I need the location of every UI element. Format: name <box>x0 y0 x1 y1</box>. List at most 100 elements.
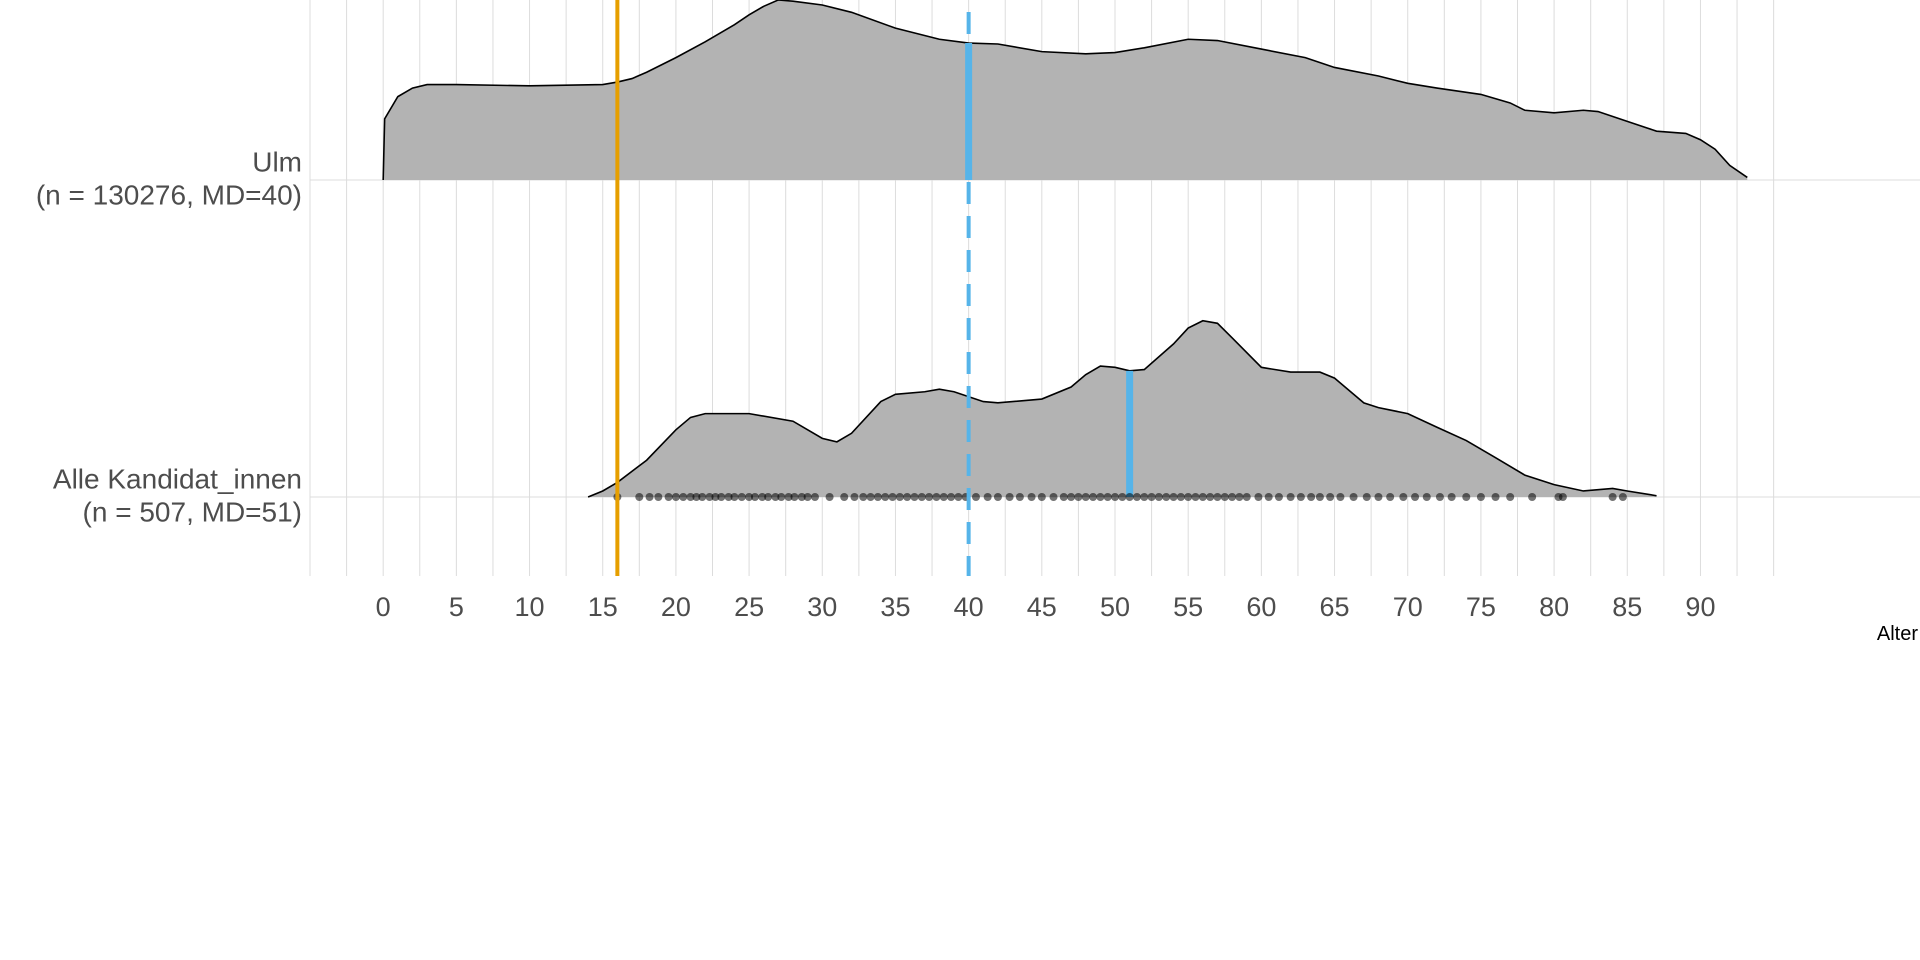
data-point <box>717 493 726 501</box>
data-point <box>1558 493 1567 501</box>
data-point <box>737 493 746 501</box>
data-point <box>1326 493 1335 501</box>
data-point <box>910 493 919 501</box>
data-point <box>758 493 767 501</box>
data-point <box>1315 493 1324 501</box>
data-point <box>859 493 868 501</box>
data-point <box>777 493 786 501</box>
data-point <box>711 493 720 501</box>
data-point <box>730 493 739 501</box>
data-point <box>866 493 875 501</box>
data-point <box>1005 493 1014 501</box>
data-point <box>1111 493 1119 501</box>
data-point <box>810 493 819 501</box>
data-point <box>1349 493 1358 501</box>
data-point <box>1059 493 1068 501</box>
data-point <box>1027 493 1036 501</box>
data-point <box>1096 493 1105 501</box>
x-axis-label: Alter <box>1877 623 1918 645</box>
data-point <box>881 493 890 501</box>
density-area <box>588 320 1657 497</box>
data-point <box>917 493 926 501</box>
data-point <box>705 493 714 501</box>
data-point <box>745 493 754 501</box>
data-point <box>1462 493 1471 501</box>
data-point <box>1067 493 1076 501</box>
ridge-label: (n = 130276, MD=40) <box>36 179 302 210</box>
x-tick-label: 25 <box>734 592 764 622</box>
data-point <box>1618 493 1627 501</box>
data-point <box>903 493 912 501</box>
data-point <box>750 493 759 501</box>
data-point <box>1296 493 1305 501</box>
data-point <box>1435 493 1444 501</box>
data-point <box>1506 493 1515 501</box>
data-point <box>1228 493 1237 501</box>
data-point <box>1422 493 1431 501</box>
data-point <box>1307 493 1316 501</box>
x-tick-label: 50 <box>1100 592 1130 622</box>
data-point <box>850 493 859 501</box>
data-point <box>1476 493 1485 501</box>
data-point <box>1184 493 1193 501</box>
data-point <box>947 493 956 501</box>
x-tick-label: 65 <box>1320 592 1350 622</box>
data-point <box>1254 493 1263 501</box>
data-point <box>1118 493 1127 501</box>
data-point <box>1162 493 1171 501</box>
data-point <box>1074 493 1083 501</box>
density-area <box>383 0 1748 180</box>
data-point <box>1374 493 1383 501</box>
data-point <box>664 493 673 501</box>
data-point <box>1362 493 1371 501</box>
ridge-label: Alle Kandidat_innen <box>53 463 302 494</box>
data-point <box>1081 493 1090 501</box>
data-point <box>1274 493 1283 501</box>
data-point <box>971 493 980 501</box>
data-point <box>1176 493 1185 501</box>
data-point <box>1235 493 1244 501</box>
data-point <box>932 493 941 501</box>
data-point <box>1037 493 1046 501</box>
data-point <box>993 493 1002 501</box>
data-point <box>671 493 680 501</box>
data-point <box>1125 493 1134 501</box>
x-tick-label: 5 <box>449 592 464 622</box>
x-tick-label: 45 <box>1027 592 1057 622</box>
data-point <box>1213 493 1222 501</box>
data-point <box>925 493 934 501</box>
data-point <box>797 493 806 501</box>
data-point <box>1206 493 1215 501</box>
x-tick-label: 85 <box>1612 592 1642 622</box>
data-point <box>825 493 834 501</box>
data-point <box>1386 493 1395 501</box>
x-tick-label: 75 <box>1466 592 1496 622</box>
data-point <box>888 493 897 501</box>
data-point <box>803 493 812 501</box>
density-line <box>587 319 1657 498</box>
data-point <box>1411 493 1420 501</box>
data-point <box>679 493 688 501</box>
x-tick-label: 60 <box>1246 592 1276 622</box>
x-tick-label: 20 <box>661 592 691 622</box>
data-point <box>1399 493 1408 501</box>
data-point <box>1049 493 1058 501</box>
data-point <box>873 493 882 501</box>
x-tick-label: 15 <box>588 592 618 622</box>
data-point <box>724 493 733 501</box>
data-point <box>1491 493 1500 501</box>
data-point <box>1198 493 1207 501</box>
x-tick-label: 90 <box>1685 592 1715 622</box>
data-point <box>1447 493 1456 501</box>
data-point <box>840 493 849 501</box>
data-point <box>1608 493 1617 501</box>
data-point <box>1264 493 1273 501</box>
data-point <box>1147 493 1156 501</box>
data-point <box>895 493 904 501</box>
data-point <box>635 493 644 501</box>
data-point <box>1220 493 1229 501</box>
data-point <box>939 493 948 501</box>
data-point <box>645 493 654 501</box>
